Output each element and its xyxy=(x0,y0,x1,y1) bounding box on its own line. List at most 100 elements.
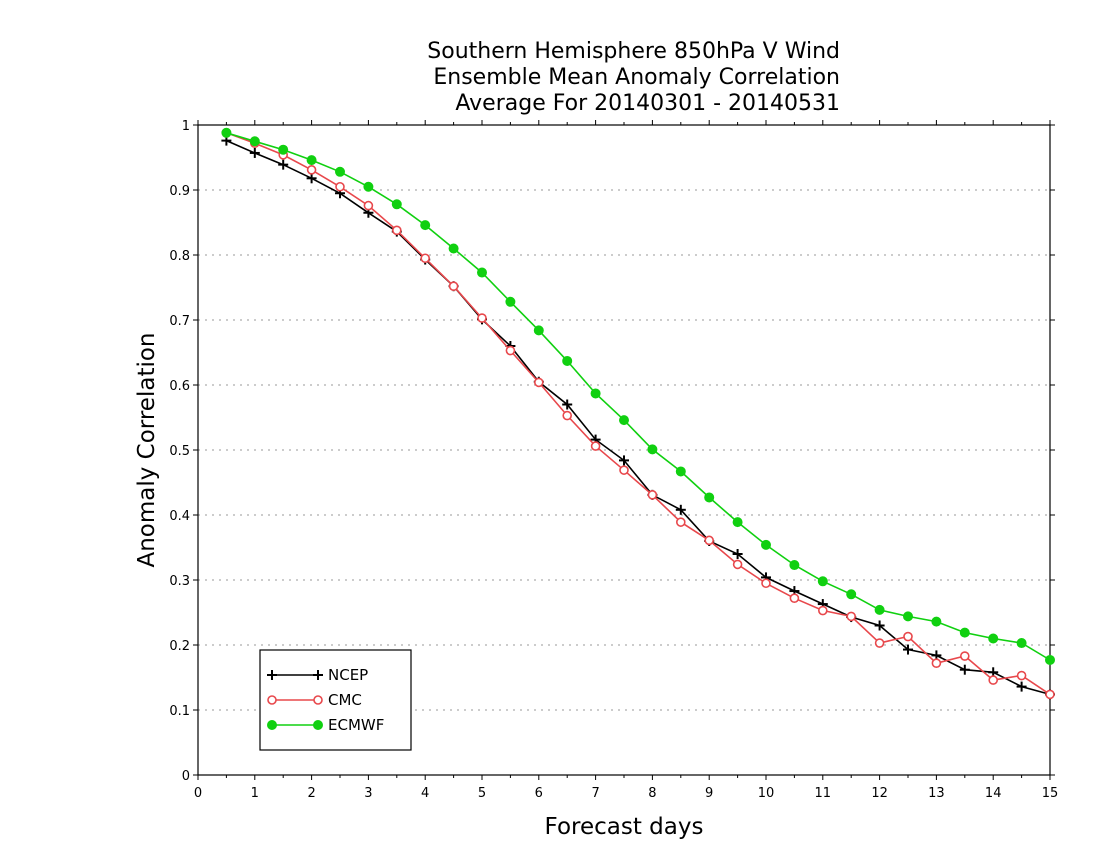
cmc-point xyxy=(988,675,999,685)
y-tick-label: 0.1 xyxy=(169,704,190,719)
ncep-point xyxy=(675,504,686,515)
x-tick-label: 11 xyxy=(815,786,832,801)
ecmwf-point xyxy=(959,627,970,638)
cmc-point xyxy=(959,651,970,661)
ecmwf-point xyxy=(335,166,345,177)
y-tick-label: 0.7 xyxy=(169,314,190,329)
ncep-point xyxy=(874,620,885,631)
cmc-point xyxy=(675,517,686,527)
ecmwf-point xyxy=(1045,654,1055,665)
ecmwf-line xyxy=(226,132,1051,661)
ecmwf-point xyxy=(249,136,260,147)
cmc-point xyxy=(306,165,317,175)
ecmwf-point xyxy=(533,325,544,336)
ecmwf-point xyxy=(391,199,402,210)
cmc-point xyxy=(817,605,828,616)
ncep-point xyxy=(1016,681,1027,692)
ecmwf-point xyxy=(761,539,771,550)
cmc-point xyxy=(335,181,345,192)
ncep-point xyxy=(619,455,629,466)
legend-item-ncep: NCEP xyxy=(267,666,368,684)
ecmwf-point xyxy=(505,296,516,307)
ecmwf-point xyxy=(619,415,629,426)
ncep-point xyxy=(306,173,317,184)
cmc-point xyxy=(562,410,573,421)
x-tick-label: 2 xyxy=(307,786,315,801)
cmc-point xyxy=(789,593,800,604)
ecmwf-point xyxy=(1016,638,1027,649)
x-tick-label: 7 xyxy=(591,786,599,801)
x-tick-label: 4 xyxy=(421,786,429,801)
ecmwf-point xyxy=(562,355,573,366)
y-tick-label: 0.4 xyxy=(169,509,190,524)
cmc-point xyxy=(931,658,942,669)
y-tick-label: 0 xyxy=(182,769,190,784)
ecmwf-point xyxy=(931,616,942,627)
cmc-point xyxy=(477,313,487,323)
ecmwf-point xyxy=(704,492,715,503)
ecmwf-point xyxy=(675,466,686,477)
y-tick-label: 0.8 xyxy=(169,249,190,264)
ecmwf-point xyxy=(448,243,459,254)
cmc-point xyxy=(874,638,885,648)
series-ncep xyxy=(221,135,1055,700)
cmc-point xyxy=(590,441,601,451)
legend-marker-end-ecmwf xyxy=(313,720,323,730)
ecmwf-point xyxy=(647,444,658,455)
ncep-point xyxy=(732,549,743,559)
ncep-point xyxy=(562,399,573,410)
legend-label-ncep: NCEP xyxy=(328,666,368,684)
cmc-point xyxy=(1045,689,1055,700)
ecmwf-point xyxy=(221,127,232,138)
ecmwf-point xyxy=(903,611,913,622)
ecmwf-point xyxy=(817,576,828,587)
y-tick-label: 0.6 xyxy=(169,379,190,394)
ecmwf-point xyxy=(789,560,800,571)
x-tick-label: 3 xyxy=(364,786,372,801)
cmc-point xyxy=(704,535,715,546)
cmc-point xyxy=(391,225,402,236)
ecmwf-point xyxy=(306,155,317,166)
title-line-2: Ensemble Mean Anomaly Correlation xyxy=(433,65,840,90)
cmc-point xyxy=(448,281,459,292)
legend-marker-start-cmc xyxy=(267,695,277,705)
legend-marker-end-cmc xyxy=(313,695,323,705)
cmc-point xyxy=(647,490,658,500)
legend-marker-end-ncep xyxy=(313,670,323,680)
y-tick-label: 0.3 xyxy=(169,574,190,589)
y-tick-label: 1 xyxy=(182,119,190,134)
ncep-point xyxy=(278,159,289,170)
legend-marker-start-ncep xyxy=(267,670,277,680)
series-layer xyxy=(221,127,1055,700)
ecmwf-point xyxy=(477,267,487,278)
ecmwf-point xyxy=(363,181,374,192)
cmc-point xyxy=(420,253,431,264)
legend-label-ecmwf: ECMWF xyxy=(328,716,384,734)
cmc-point xyxy=(903,631,913,642)
ecmwf-point xyxy=(874,604,885,615)
x-tick-label: 10 xyxy=(758,786,775,801)
legend-item-cmc: CMC xyxy=(267,691,362,709)
x-tick-label: 13 xyxy=(928,786,945,801)
cmc-point xyxy=(619,465,629,475)
cmc-point xyxy=(846,611,857,622)
ecmwf-point xyxy=(278,144,289,155)
series-ecmwf xyxy=(221,127,1055,665)
x-tick-label: 12 xyxy=(871,786,888,801)
chart-title: Southern Hemisphere 850hPa V Wind Ensemb… xyxy=(427,39,840,116)
ecmwf-point xyxy=(590,388,601,399)
ecmwf-point xyxy=(846,589,857,600)
x-tick-label: 8 xyxy=(648,786,656,801)
y-tick-label: 0.9 xyxy=(169,184,190,199)
cmc-point xyxy=(363,200,374,211)
x-tick-label: 1 xyxy=(251,786,259,801)
title-line-3: Average For 20140301 - 20140531 xyxy=(455,91,840,116)
ecmwf-point xyxy=(732,517,743,528)
series-cmc xyxy=(221,128,1055,700)
x-tick-label: 0 xyxy=(194,786,202,801)
y-tick-label: 0.5 xyxy=(169,444,190,459)
legend-item-ecmwf: ECMWF xyxy=(267,716,384,734)
ncep-point xyxy=(959,664,970,675)
cmc-line xyxy=(226,132,1051,696)
cmc-point xyxy=(732,559,743,570)
